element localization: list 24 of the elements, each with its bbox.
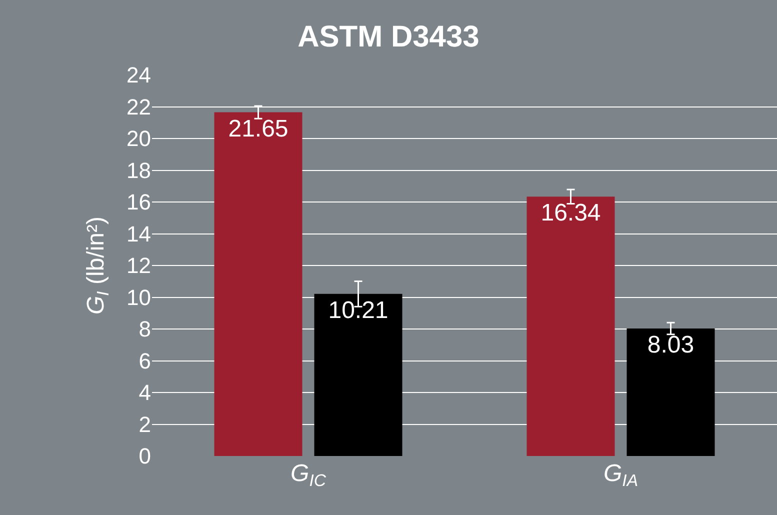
bar <box>626 328 715 456</box>
data-label: 10.21 <box>328 296 388 324</box>
y-tick-label: 8 <box>138 316 151 342</box>
data-label: 8.03 <box>647 332 694 359</box>
chart-title: ASTM D3433 <box>298 20 480 54</box>
bar <box>214 112 302 456</box>
data-label: 21.65 <box>228 115 288 142</box>
bar <box>526 196 615 456</box>
data-label: 16.34 <box>540 200 601 227</box>
x-tick-label: G$_{IA}$ <box>603 460 638 490</box>
y-tick-label: 24 <box>126 62 151 88</box>
y-tick-label: 22 <box>126 94 151 120</box>
y-tick-label: 2 <box>138 412 151 437</box>
x-tick-label: G$_{IC}$ <box>290 460 327 490</box>
y-tick-label: 6 <box>138 348 151 374</box>
y-tick-label: 20 <box>126 126 151 152</box>
bar <box>314 294 402 456</box>
y-tick-label: 4 <box>138 380 151 406</box>
y-tick-label: 18 <box>126 158 151 183</box>
y-tick-label: 16 <box>126 190 151 215</box>
y-tick-label: 0 <box>138 444 151 469</box>
y-tick-label: 14 <box>126 221 151 246</box>
y-tick-label: 10 <box>126 284 151 310</box>
y-tick-label: 12 <box>126 253 151 278</box>
